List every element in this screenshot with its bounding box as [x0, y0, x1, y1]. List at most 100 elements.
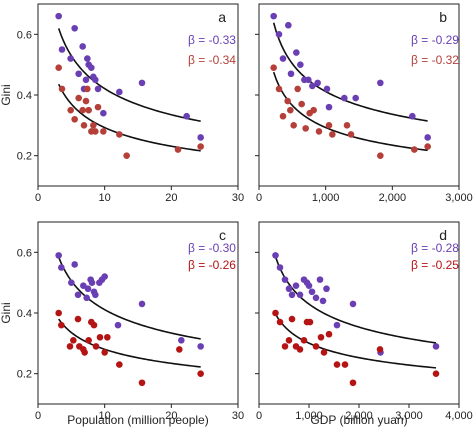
- data-point: [178, 337, 185, 344]
- data-point: [424, 134, 431, 141]
- data-point: [116, 361, 123, 368]
- data-point: [294, 85, 301, 93]
- data-point: [323, 85, 331, 93]
- data-point: [138, 379, 146, 387]
- x-tick-label: 20: [165, 192, 177, 204]
- data-point: [276, 264, 284, 271]
- x-tick-label: 10: [99, 410, 111, 422]
- data-point: [70, 337, 77, 344]
- data-point: [288, 291, 296, 299]
- data-point: [67, 55, 74, 62]
- data-point: [101, 273, 108, 280]
- data-point: [55, 64, 62, 71]
- data-point: [300, 337, 308, 344]
- data-point: [84, 285, 92, 293]
- data-point: [312, 343, 320, 350]
- data-point: [320, 349, 328, 356]
- data-point: [270, 12, 277, 20]
- data-point: [55, 309, 62, 317]
- data-point: [347, 131, 355, 138]
- data-point: [317, 333, 325, 341]
- data-point: [305, 76, 312, 84]
- data-point: [81, 349, 88, 356]
- data-point: [83, 294, 90, 302]
- data-point: [66, 343, 74, 350]
- data-point: [84, 55, 91, 62]
- data-point: [74, 315, 82, 323]
- data-point: [101, 349, 108, 356]
- data-point: [79, 106, 86, 114]
- data-point: [377, 152, 384, 159]
- data-point: [314, 79, 321, 87]
- x-tick-label: 30: [232, 410, 244, 422]
- data-point: [343, 122, 351, 129]
- data-point: [285, 337, 293, 344]
- y-tick-label: 0.4: [17, 308, 32, 320]
- data-point: [279, 112, 287, 120]
- data-point: [284, 97, 291, 105]
- data-point: [302, 125, 309, 132]
- chart-panel-b: 0 1,000 2,000 3,000 b β = -0.29 β = -0.32: [255, 3, 473, 204]
- data-point: [67, 106, 74, 114]
- data-point: [96, 333, 104, 341]
- panel-label: c: [219, 227, 226, 243]
- data-point: [432, 370, 440, 377]
- data-point: [310, 106, 317, 114]
- data-point: [306, 318, 314, 326]
- data-point: [333, 321, 341, 329]
- panel-label: a: [218, 9, 226, 25]
- data-point: [325, 103, 333, 111]
- panel-label: b: [439, 9, 447, 25]
- x-tick-label: 3,000: [395, 410, 423, 422]
- x-axis-label: GDP (billion yuan): [310, 413, 407, 427]
- data-point: [424, 143, 431, 150]
- legend-entry: β = -0.30: [188, 241, 236, 255]
- data-point: [58, 264, 65, 271]
- data-point: [292, 282, 300, 290]
- data-point: [349, 300, 357, 308]
- data-point: [377, 79, 384, 87]
- fit-curve: [272, 71, 428, 152]
- fit-curve: [272, 22, 428, 122]
- legend-entry: β = -0.29: [411, 33, 459, 47]
- data-point: [82, 97, 90, 105]
- data-point: [71, 24, 78, 32]
- data-point: [88, 64, 95, 71]
- data-point: [197, 370, 204, 377]
- data-point: [287, 70, 295, 78]
- data-point: [290, 122, 297, 129]
- data-point: [71, 115, 78, 123]
- data-point: [58, 46, 66, 53]
- fit-curve: [274, 313, 437, 369]
- data-point: [80, 122, 88, 129]
- data-point: [116, 88, 123, 96]
- y-axis-label: Gini: [0, 84, 13, 105]
- data-point: [316, 276, 324, 283]
- data-point: [308, 288, 316, 296]
- data-point: [79, 43, 86, 50]
- data-point: [71, 261, 78, 268]
- x-tick-label: 2,000: [345, 410, 373, 422]
- data-point: [315, 128, 323, 135]
- data-point: [100, 128, 107, 135]
- x-tick-label: 1,000: [295, 410, 323, 422]
- data-point: [94, 103, 102, 111]
- data-point: [341, 94, 348, 102]
- y-tick-label: 0.6: [17, 29, 32, 41]
- x-tick-label: 30: [232, 192, 244, 204]
- data-point: [297, 61, 304, 68]
- x-tick-label: 10: [99, 192, 111, 204]
- data-point: [82, 76, 90, 84]
- data-point: [296, 291, 304, 299]
- plot-frame: [258, 3, 460, 187]
- data-point: [174, 146, 182, 153]
- fit-curve: [57, 28, 201, 122]
- data-point: [272, 252, 279, 259]
- legend-entry: β = -0.28: [411, 241, 459, 255]
- fit-curve: [274, 256, 437, 344]
- x-tick-label: 20: [165, 410, 177, 422]
- data-point: [281, 343, 289, 350]
- data-point: [305, 282, 313, 290]
- x-tick-label: 1,000: [312, 192, 340, 204]
- data-point: [298, 100, 305, 108]
